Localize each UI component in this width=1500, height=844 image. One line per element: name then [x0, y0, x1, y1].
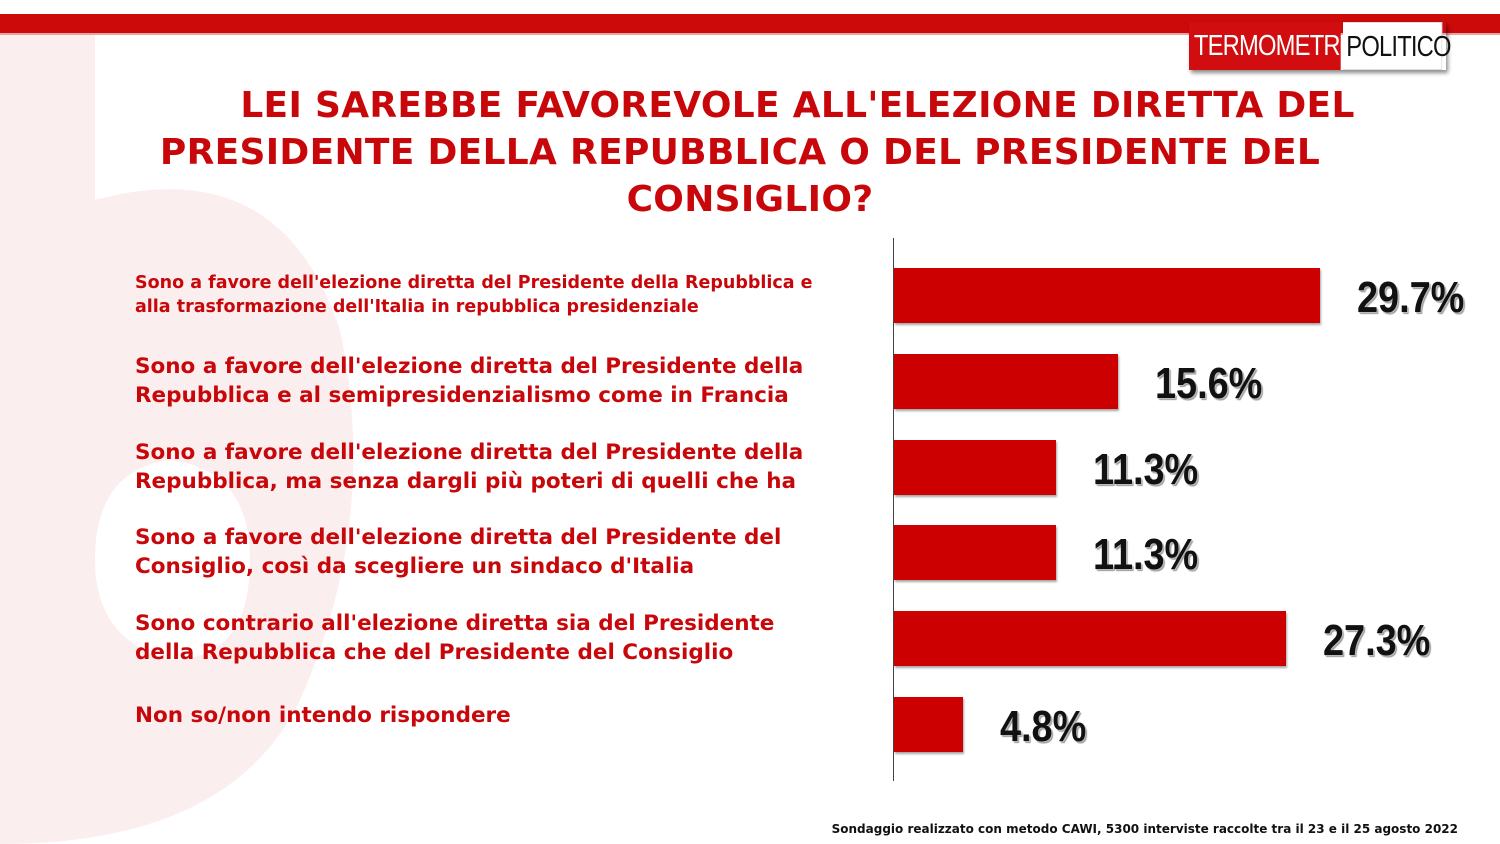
category-label-4: Sono a favore dell'elezione diretta del … [135, 523, 781, 581]
chart-title: LEI SAREBBE FAVOREVOLE ALL'ELEZIONE DIRE… [120, 82, 1380, 223]
category-label-5: Sono contrario all'elezione diretta sia … [135, 609, 774, 667]
category-label-line: Non so/non intendo rispondere [135, 703, 511, 728]
bar-3 [894, 440, 1056, 495]
value-label-4: 11.3% [1093, 530, 1199, 579]
category-label-line: Consiglio, così da scegliere un sindaco … [135, 554, 695, 579]
value-label-2: 15.6% [1155, 359, 1263, 408]
category-label-line: Sono contrario all'elezione diretta sia … [135, 611, 775, 636]
header-bar-shadow [0, 33, 1500, 35]
category-label-line: alla trasformazione dell'Italia in repub… [135, 297, 699, 317]
survey-footnote: Sondaggio realizzato con metodo CAWI, 53… [831, 822, 1458, 836]
category-label-line: Repubblica e al semipresidenzialismo com… [135, 383, 789, 408]
value-label-5: 27.3% [1323, 616, 1431, 665]
logo-part-red: TERMOMETRO [1189, 22, 1358, 70]
background-watermark [0, 30, 354, 844]
category-label-line: Repubblica, ma senza dargli più poteri d… [135, 469, 797, 494]
bar-5 [894, 611, 1286, 666]
category-label-3: Sono a favore dell'elezione diretta del … [135, 438, 803, 496]
category-label-line: Sono a favore dell'elezione diretta del … [135, 440, 804, 465]
bar-2 [894, 354, 1118, 409]
logo-part-white: POLITICO [1343, 22, 1452, 70]
bar-1 [894, 268, 1320, 323]
bar-6 [894, 697, 963, 752]
category-label-line: della Repubblica che del Presidente del … [135, 640, 734, 665]
category-label-line: Sono a favore dell'elezione diretta del … [135, 273, 813, 293]
category-label-line: Sono a favore dell'elezione diretta del … [135, 525, 782, 550]
category-label-line: Sono a favore dell'elezione diretta del … [135, 354, 804, 379]
category-label-2: Sono a favore dell'elezione diretta del … [135, 352, 803, 410]
value-label-3: 11.3% [1093, 445, 1199, 494]
title-line-2: PRESIDENTE DELLA REPUBBLICA O DEL PRESID… [159, 132, 1321, 173]
header-red-bar [0, 14, 1500, 33]
value-label-1: 29.7% [1357, 273, 1465, 322]
title-line-1: LEI SAREBBE FAVOREVOLE ALL'ELEZIONE DIRE… [240, 85, 1355, 126]
value-label-6: 4.8% [1000, 702, 1087, 751]
y-axis-line [893, 238, 894, 781]
category-label-1: Sono a favore dell'elezione diretta del … [135, 271, 813, 319]
termometro-politico-logo: TERMOMETRO POLITICO [1189, 22, 1452, 70]
bar-4 [894, 525, 1056, 580]
title-line-3: CONSIGLIO? [626, 179, 874, 220]
category-label-6: Non so/non intendo rispondere [135, 701, 511, 730]
